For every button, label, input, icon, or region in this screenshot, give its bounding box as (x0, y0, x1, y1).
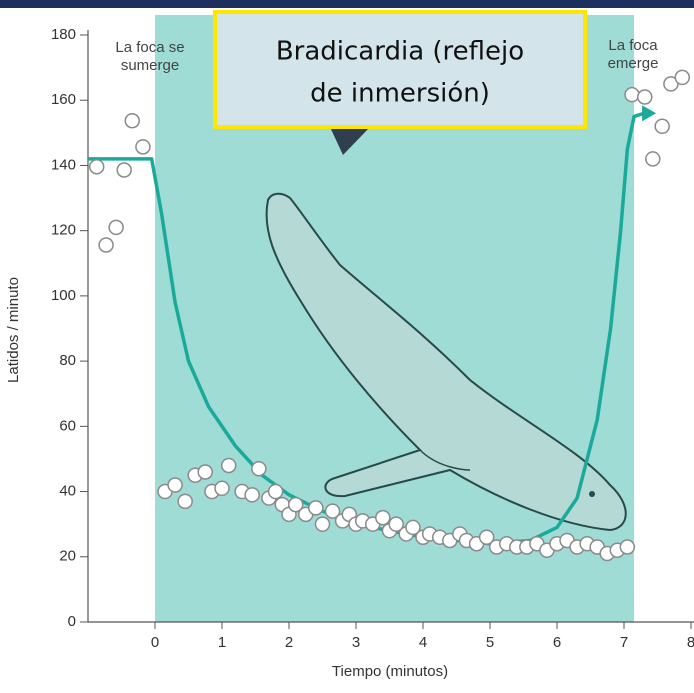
data-point (177, 493, 193, 510)
callout-text: de inmersión) (310, 79, 490, 109)
x-tick-label: 8 (687, 634, 694, 651)
y-tick-label: 20 (59, 548, 76, 565)
x-axis-title: Tiempo (minutos) (332, 663, 448, 680)
curve-arrowhead (642, 105, 657, 122)
data-point (388, 516, 404, 532)
callout-pointer (330, 127, 370, 155)
plot: 0 20 40 60 80 100 120 140 160 180 0 1 2 3 4 5 6 7 8 Tiempo … (5, 26, 694, 680)
data-point (116, 162, 132, 178)
data-point (663, 76, 679, 92)
y-tick-label: 120 (51, 222, 76, 239)
data-point (251, 460, 267, 477)
y-axis-title: Latidos / minuto (5, 277, 22, 383)
data-point (405, 519, 421, 536)
data-point (619, 539, 636, 555)
callout-text: Bradicardia (reflejo (276, 37, 524, 67)
top-bar (0, 0, 694, 8)
y-tick-label: 100 (51, 287, 76, 304)
y-tick-label: 160 (51, 91, 76, 108)
data-point (267, 483, 284, 500)
x-tick-label: 2 (285, 634, 293, 651)
x-tick-label: 5 (486, 634, 494, 651)
annotation: sumerge (121, 57, 179, 74)
data-point (135, 139, 151, 155)
data-point (314, 516, 331, 532)
data-point (637, 89, 653, 105)
data-point (214, 480, 230, 497)
annotation: emerge (608, 55, 659, 72)
data-point (308, 500, 324, 516)
x-tick-label: 0 (151, 634, 159, 651)
y-tick-label: 0 (68, 613, 76, 630)
data-point (324, 503, 341, 519)
y-tick-label: 60 (59, 417, 76, 434)
y-tick-label: 180 (51, 26, 76, 43)
y-tick-label: 40 (59, 483, 76, 500)
annotation: La foca (608, 37, 658, 54)
data-point (654, 118, 670, 135)
x-tick-label: 4 (419, 634, 427, 651)
y-tick-label: 140 (51, 156, 76, 173)
data-point (375, 509, 391, 526)
data-point (88, 158, 105, 175)
data-point (674, 69, 691, 86)
data-point (98, 237, 114, 253)
data-point (287, 496, 304, 513)
data-point (645, 151, 661, 167)
data-point (124, 113, 140, 129)
data-point (108, 219, 124, 236)
x-tick-label: 7 (620, 634, 628, 651)
data-point (478, 529, 495, 545)
data-point (220, 457, 237, 474)
annotation: La foca se (115, 39, 184, 56)
data-point (197, 464, 213, 480)
data-point (167, 477, 183, 493)
seal-illustration (265, 192, 627, 532)
data-point (624, 86, 640, 103)
x-tick-label: 6 (553, 634, 561, 651)
x-tick-label: 1 (218, 634, 226, 651)
callout-box (213, 10, 587, 129)
data-point (244, 487, 260, 503)
y-tick-label: 80 (59, 352, 76, 369)
x-tick-label: 3 (352, 634, 360, 651)
